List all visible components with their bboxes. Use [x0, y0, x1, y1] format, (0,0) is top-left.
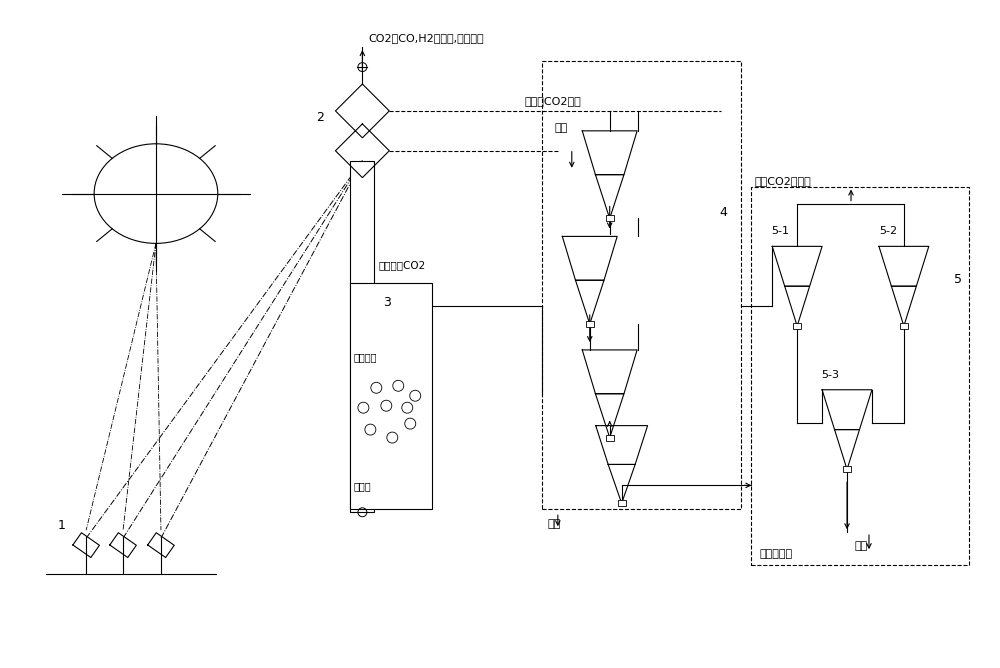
Text: 冷风: 冷风: [854, 541, 867, 551]
Bar: [793, 323, 801, 329]
Bar: [843, 466, 851, 472]
Text: 5-1: 5-1: [771, 226, 789, 236]
Text: CO2制CO,H2合成气,液体燃料: CO2制CO,H2合成气,液体燃料: [368, 33, 484, 43]
Text: 2: 2: [317, 111, 324, 124]
Text: 5-3: 5-3: [821, 370, 839, 380]
Text: 3: 3: [383, 296, 391, 309]
Text: 高浓度CO2气体: 高浓度CO2气体: [525, 96, 582, 106]
Bar: [586, 321, 594, 327]
Text: 1: 1: [57, 519, 65, 532]
Text: 5-2: 5-2: [879, 226, 897, 236]
Text: 成品去储存: 成品去储存: [759, 549, 792, 559]
Bar: [350, 283, 432, 509]
Bar: [606, 216, 614, 222]
Text: 加热后的CO2: 加热后的CO2: [378, 261, 426, 271]
Text: 备用燃料: 备用燃料: [353, 352, 377, 362]
Text: 冷风: 冷风: [548, 519, 561, 529]
Bar: [350, 161, 374, 512]
Text: 不含CO2浓废气: 不含CO2浓废气: [754, 176, 811, 186]
Bar: [606, 435, 614, 441]
Text: 5: 5: [954, 273, 962, 286]
Text: 生料: 生料: [555, 123, 568, 133]
Text: 4: 4: [719, 206, 727, 220]
Text: 补风口: 补风口: [353, 482, 371, 492]
Bar: [618, 500, 626, 506]
Bar: [900, 323, 908, 329]
